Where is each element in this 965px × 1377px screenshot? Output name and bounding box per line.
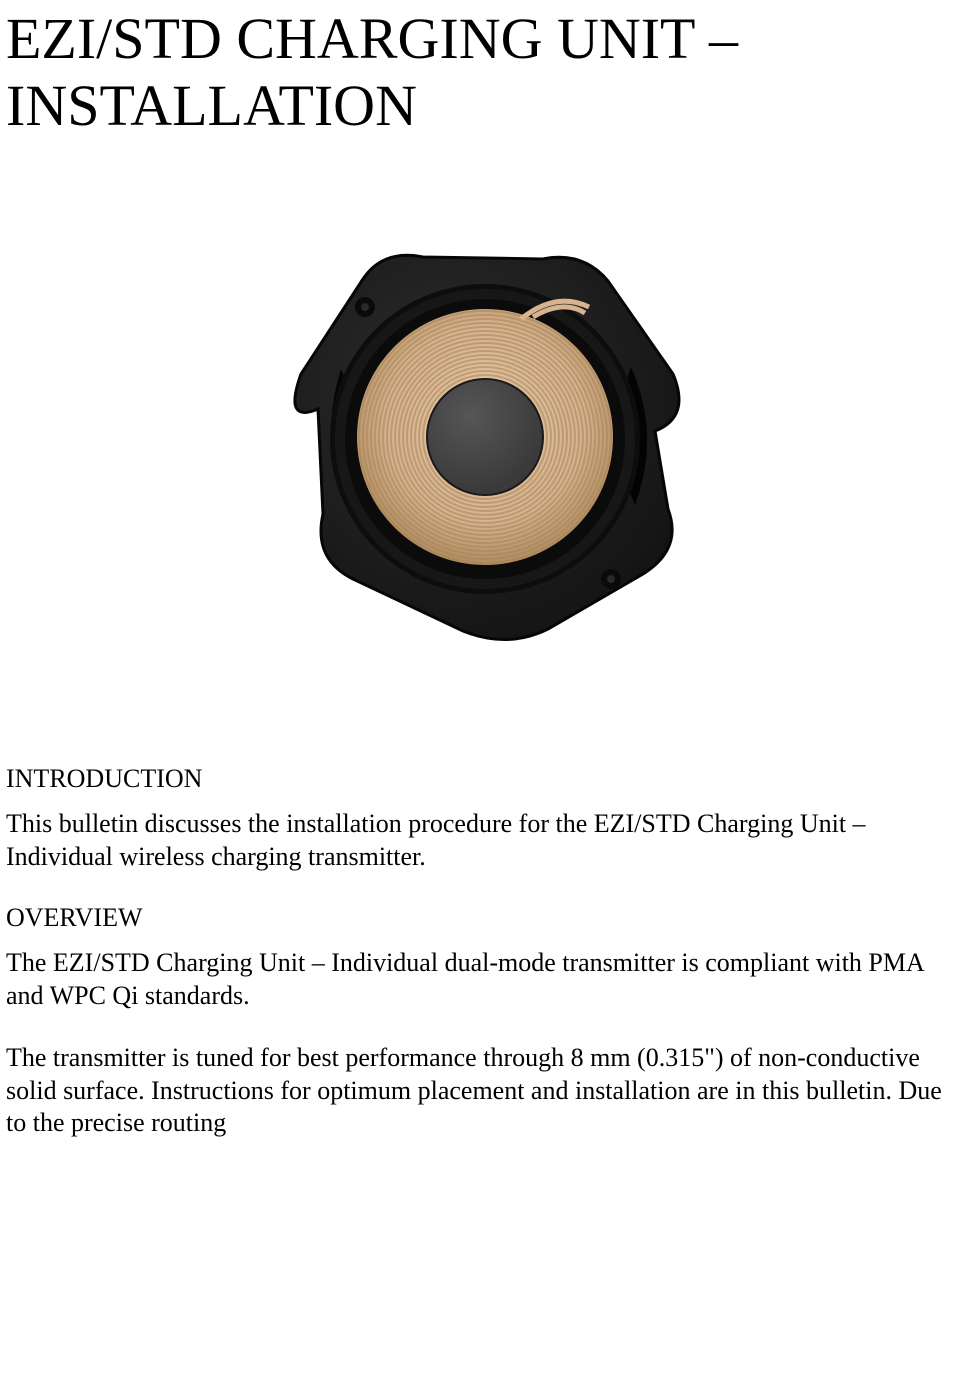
overview-body-2: The transmitter is tuned for best perfor…: [6, 1042, 959, 1140]
intro-heading: INTRODUCTION: [6, 764, 959, 794]
overview-heading: OVERVIEW: [6, 903, 959, 933]
overview-body-1: The EZI/STD Charging Unit – Individual d…: [6, 947, 959, 1012]
product-image: [6, 179, 959, 704]
charging-coil-icon: [223, 179, 743, 699]
page-title: EZI/STD CHARGING UNIT – INSTALLATION: [6, 6, 959, 139]
intro-body: This bulletin discusses the installation…: [6, 808, 959, 873]
